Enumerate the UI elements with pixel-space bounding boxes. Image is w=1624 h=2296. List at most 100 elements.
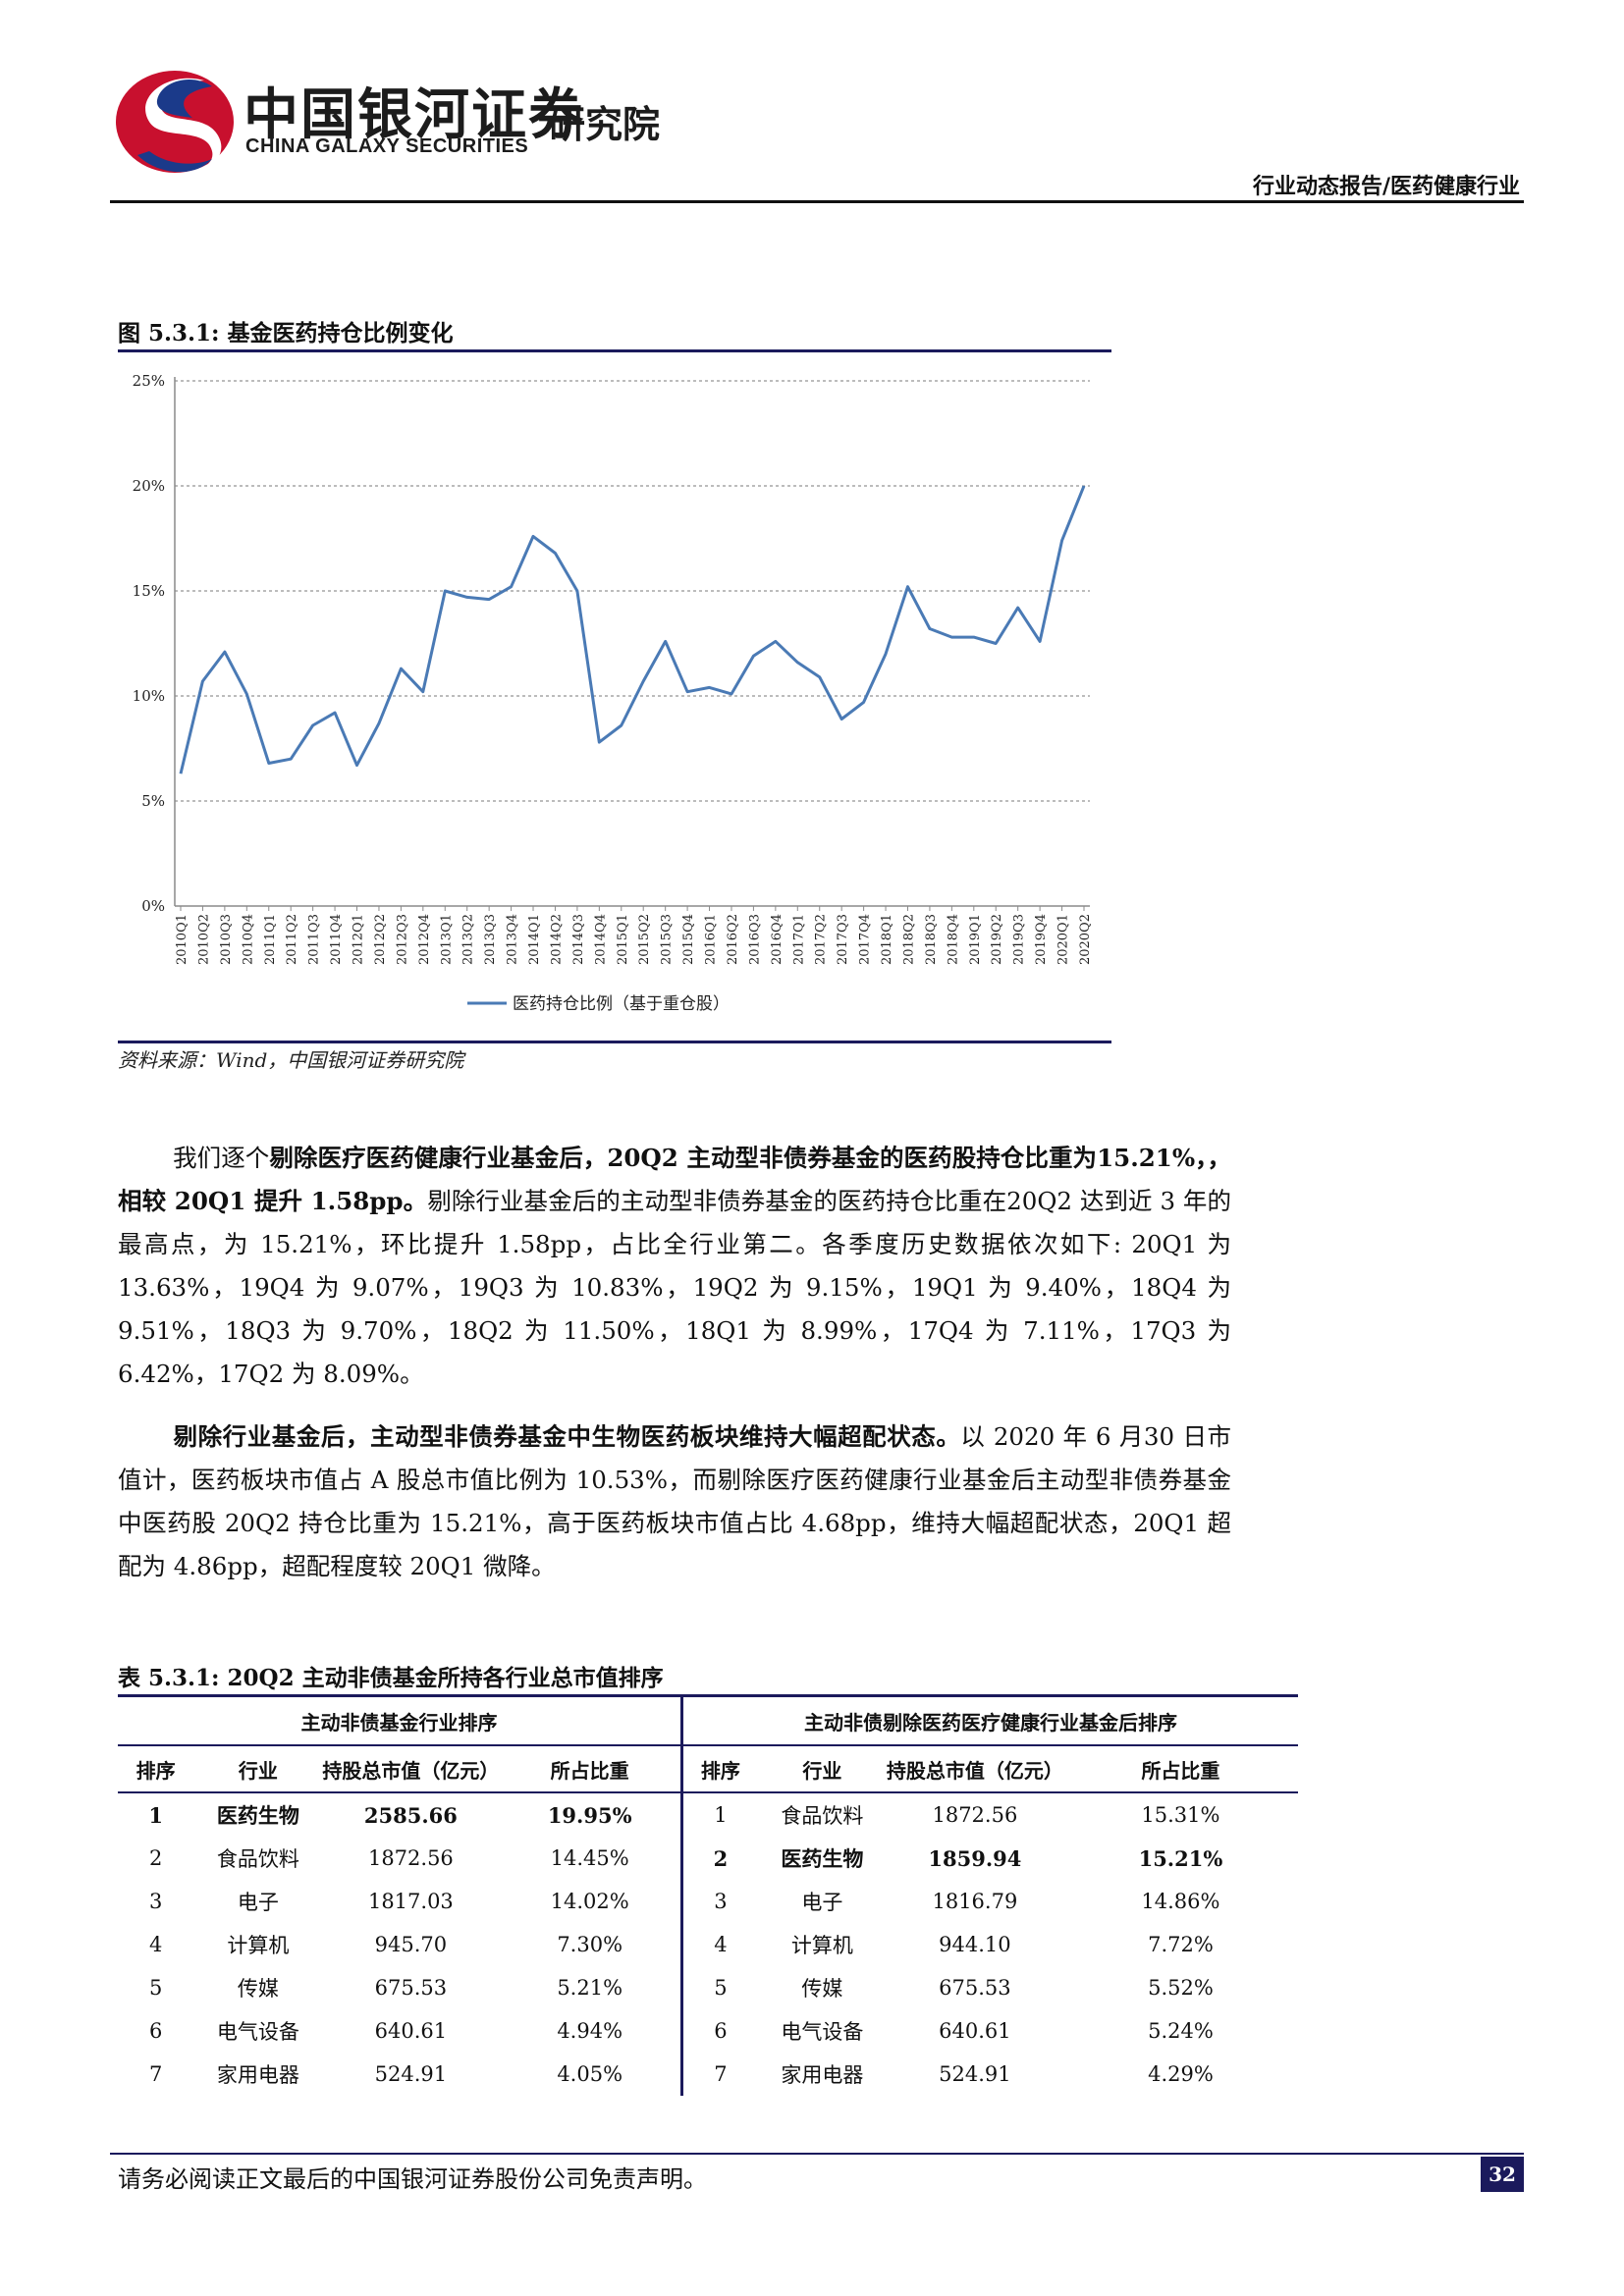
industry-ranking-table: 主动非债基金行业排序 主动非债剔除医药医疗健康行业基金后排序 排序 行业 持股总… (118, 1694, 1298, 2096)
table-cell: 电气设备 (781, 2020, 864, 2044)
x-tick-label: 2014Q2 (549, 914, 564, 965)
paragraph-2: 剔除行业基金后，主动型非债券基金中生物医药板块维持大幅超配状态。以 2020 年… (118, 1415, 1231, 1588)
series-line-medicine-holding (179, 485, 1086, 774)
paragraph-1-lead: 我们逐个 (173, 1144, 270, 1172)
page-number: 32 (1481, 2157, 1524, 2192)
header-divider (110, 200, 1524, 203)
x-tick-label: 2017Q1 (791, 914, 806, 965)
table-cell: 4.05% (499, 2053, 683, 2096)
footer-disclaimer: 请务必阅读正文最后的中国银河证券股份公司免责声明。 (118, 2165, 707, 2193)
table-cell: 2585.66 (363, 1802, 458, 1828)
table-cell: 4.29% (1148, 2062, 1214, 2086)
x-tick-label: 2018Q4 (946, 914, 960, 965)
table-cell: 食品饮料 (216, 1847, 299, 1871)
col-header: 排序 (118, 1744, 194, 1793)
table-cell: 3 (148, 1890, 163, 1913)
paragraph-2-highlight: 剔除行业基金后，主动型非债券基金中生物医药板块维持大幅超配状态。 (173, 1422, 961, 1451)
table-cell: 675.53 (939, 1976, 1011, 2000)
table-cell: 4 (148, 1933, 163, 1956)
table-cell: 传媒 (237, 1977, 279, 2001)
table-cell: 4.94% (499, 2009, 683, 2053)
x-tick-label: 2016Q2 (726, 914, 740, 965)
x-tick-label: 2013Q4 (506, 914, 520, 965)
table-cell: 7.30% (499, 1923, 683, 1966)
x-tick-label: 2013Q1 (439, 914, 454, 965)
table-cell: 5 (714, 1976, 728, 2000)
x-tick-label: 2016Q3 (747, 914, 762, 965)
table-row: 4 计算机 945.70 7.30% 4 计算机 944.10 7.72% (118, 1923, 1298, 1966)
figure-source: 资料来源：Wind，中国银河证券研究院 (118, 1048, 464, 1072)
table-cell: 3 (714, 1890, 728, 1913)
paragraph-2-body: 以 2020 年 6 月30 日市值计，医药板块市值占 A 股总市值比例为 10… (118, 1422, 1231, 1580)
table-cell: 计算机 (227, 1934, 290, 1957)
x-tick-label: 2015Q3 (660, 914, 675, 965)
table-cell: 5.52% (1148, 1976, 1214, 2000)
table-cell: 6 (714, 2019, 728, 2043)
col-header: 行业 (193, 1744, 323, 1793)
x-tick-label: 2019Q2 (990, 914, 1004, 965)
y-tick-label: 15% (133, 582, 165, 600)
x-tick-label: 2012Q1 (352, 914, 366, 965)
figure-top-rule (118, 349, 1111, 352)
x-tick-label: 2018Q1 (880, 914, 894, 965)
table-cell: 7 (714, 2062, 728, 2086)
figure-title: 图 5.3.1: 基金医药持仓比例变化 (118, 320, 454, 347)
table-cell: 食品饮料 (781, 1804, 864, 1828)
galaxy-logo-icon (116, 71, 234, 175)
legend-label: 医药持仓比例（基于重仓股） (513, 994, 730, 1014)
table-cell: 1817.03 (367, 1890, 454, 1913)
table-cell: 944.10 (939, 1933, 1011, 1956)
x-tick-label: 2017Q4 (858, 914, 873, 965)
table-group-left: 主动非债基金行业排序 (118, 1694, 683, 1745)
table-cell: 2 (148, 1846, 163, 1870)
col-header: 所占比重 (1062, 1744, 1298, 1793)
table-cell: 电子 (801, 1891, 843, 1914)
table-cell: 14.45% (499, 1837, 683, 1880)
table-cell: 14.02% (499, 1880, 683, 1923)
table-title: 表 5.3.1: 20Q2 主动非债基金所持各行业总市值排序 (118, 1665, 664, 1691)
table-cell: 1872.56 (932, 1803, 1018, 1827)
x-tick-label: 2011Q2 (285, 914, 299, 965)
report-type: 行业动态报告/医药健康行业 (1252, 175, 1520, 199)
x-tick-label: 2011Q4 (329, 914, 344, 965)
x-tick-label: 2011Q3 (307, 914, 322, 965)
logo-institute: 研究院 (548, 103, 661, 146)
table-row: 3 电子 1817.03 14.02% 3 电子 1816.79 14.86% (118, 1880, 1298, 1923)
table-cell: 1816.79 (932, 1890, 1018, 1913)
x-tick-label: 2014Q3 (571, 914, 586, 965)
x-tick-label: 2011Q1 (263, 914, 278, 965)
table-cell: 675.53 (374, 1976, 448, 2000)
table-cell: 640.61 (374, 2019, 448, 2043)
col-header: 行业 (757, 1744, 887, 1793)
y-tick-label: 5% (141, 792, 165, 810)
col-header: 持股总市值（亿元） (322, 1744, 500, 1793)
x-tick-label: 2016Q4 (770, 914, 785, 965)
x-tick-label: 2012Q3 (395, 914, 409, 965)
paragraph-1: 我们逐个剔除医疗医药健康行业基金后，20Q2 主动型非债券基金的医药股持仓比重为… (118, 1137, 1231, 1396)
table-cell: 640.61 (939, 2019, 1011, 2043)
table-cell: 5 (148, 1976, 163, 2000)
table-row: 5 传媒 675.53 5.21% 5 传媒 675.53 5.52% (118, 1966, 1298, 2009)
table-row: 1 医药生物 2585.66 19.95% 1 食品饮料 1872.56 15.… (118, 1792, 1298, 1837)
x-tick-label: 2012Q4 (417, 914, 432, 965)
logo-chinese-name: 中国银河证券 (244, 83, 585, 147)
x-tick-label: 2010Q4 (241, 914, 255, 965)
x-tick-label: 2014Q1 (527, 914, 542, 965)
col-header: 持股总市值（亿元） (886, 1744, 1063, 1793)
x-tick-label: 2013Q3 (483, 914, 498, 965)
table-cell: 1859.94 (928, 1845, 1022, 1871)
table-row: 6 电气设备 640.61 4.94% 6 电气设备 640.61 5.24% (118, 2009, 1298, 2053)
x-tick-label: 2012Q2 (373, 914, 388, 965)
table-cell: 5.24% (1148, 2019, 1214, 2043)
table-cell: 7.72% (1148, 1933, 1214, 1956)
x-tick-label: 2017Q3 (836, 914, 850, 965)
table-cell: 1872.56 (367, 1846, 454, 1870)
x-tick-label: 2015Q1 (616, 914, 630, 965)
table-group-right: 主动非债剔除医药医疗健康行业基金后排序 (681, 1694, 1298, 1745)
table-cell: 5.21% (499, 1966, 683, 2009)
x-tick-label: 2010Q2 (196, 914, 211, 965)
x-tick-label: 2013Q2 (461, 914, 476, 965)
table-cell: 19.95% (499, 1792, 683, 1837)
paragraph-1-body: 剔除行业基金后的主动型非债券基金的医药持仓比重在20Q2 达到近 3 年的最高点… (118, 1187, 1232, 1388)
table-cell: 524.91 (939, 2062, 1011, 2086)
